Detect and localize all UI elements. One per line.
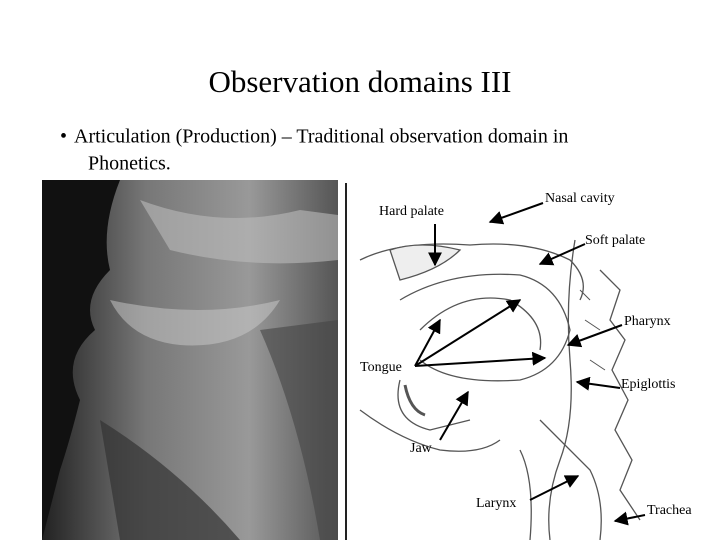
figure-label: Hard palate (379, 204, 444, 219)
figure-label: Nasal cavity (545, 191, 615, 206)
bullet-text: Phonetics. (88, 153, 171, 175)
figure-label: Pharynx (624, 314, 671, 329)
arrows (414, 202, 646, 526)
bullet-text: Articulation (Production) – Traditional … (74, 126, 568, 148)
figure-label: Tongue (360, 360, 402, 375)
xray-image (42, 180, 338, 540)
figure-labels: Hard palate Nasal cavity Soft palate Pharyn… (360, 191, 692, 518)
figure-label: Soft palate (585, 233, 645, 248)
slide-title: Observation domains III (208, 64, 511, 99)
bullet-marker: • (60, 126, 67, 148)
figure-label: Trachea (647, 503, 692, 518)
figure-label: Epiglottis (621, 377, 675, 392)
figure-label: Jaw (410, 441, 433, 456)
figure-label: Larynx (476, 496, 516, 511)
